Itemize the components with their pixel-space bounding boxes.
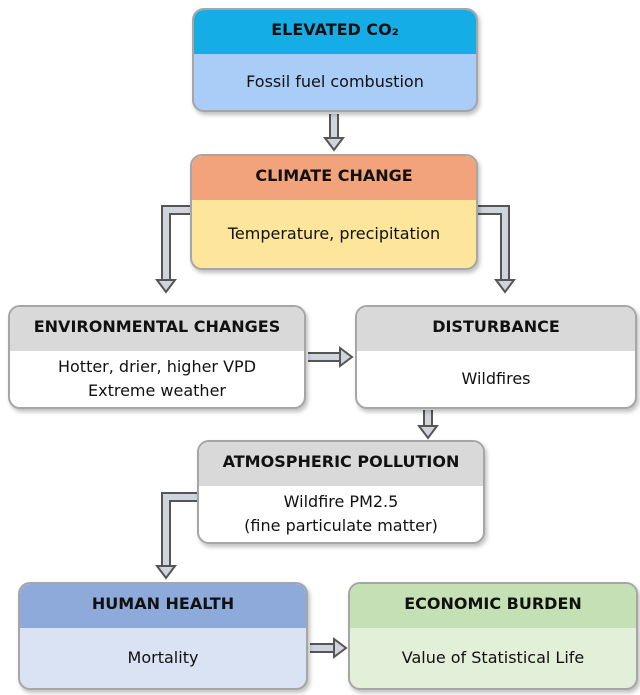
- node-title: ATMOSPHERIC POLLUTION: [199, 442, 483, 486]
- arrow: [323, 137, 345, 152]
- node-box: HUMAN HEALTH Mortality: [18, 582, 308, 690]
- node-body: Hotter, drier, higher VPD Extreme weather: [10, 351, 304, 407]
- node-box: ENVIRONMENTAL CHANGES Hotter, drier, high…: [8, 305, 306, 409]
- arrow: [478, 207, 508, 280]
- arrow: [417, 425, 439, 440]
- node-text: Wildfires: [461, 369, 531, 388]
- node-title: DISTURBANCE: [357, 307, 635, 351]
- node-box: ECONOMIC BURDEN Value of Statistical Life: [348, 582, 638, 690]
- arrow: [339, 346, 354, 368]
- node-title: HUMAN HEALTH: [20, 584, 306, 628]
- arrow: [333, 637, 348, 659]
- arrow: [478, 205, 510, 280]
- node-body: Temperature, precipitation: [192, 200, 476, 268]
- node-title: ELEVATED CO₂: [194, 10, 476, 54]
- node-body: Wildfire PM2.5 (fine particulate matter): [199, 486, 483, 542]
- node-text: (fine particulate matter): [244, 516, 438, 535]
- node-body: Fossil fuel combustion: [194, 54, 476, 110]
- node-box: DISTURBANCE Wildfires: [355, 305, 637, 409]
- arrow: [163, 494, 197, 566]
- node-text: Wildfire PM2.5: [283, 492, 399, 511]
- node-text: Extreme weather: [87, 381, 226, 400]
- node-title: ENVIRONMENTAL CHANGES: [10, 307, 304, 351]
- node-body: Mortality: [20, 628, 306, 688]
- node-body: Value of Statistical Life: [350, 628, 636, 688]
- node-title: CLIMATE CHANGE: [192, 156, 476, 200]
- arrow: [161, 492, 197, 566]
- node-text: Mortality: [127, 648, 199, 667]
- arrow: [494, 279, 516, 294]
- node-box: ELEVATED CO₂ Fossil fuel combustion: [192, 8, 478, 112]
- arrow: [163, 207, 190, 280]
- arrow: [155, 279, 177, 294]
- node-text: Fossil fuel combustion: [246, 72, 424, 91]
- node-title: ECONOMIC BURDEN: [350, 584, 636, 628]
- arrow: [155, 565, 177, 580]
- node-box: CLIMATE CHANGE Temperature, precipitation: [190, 154, 478, 270]
- node-text: Value of Statistical Life: [401, 648, 585, 667]
- node-box: ATMOSPHERIC POLLUTION Wildfire PM2.5 (fine…: [197, 440, 485, 544]
- node-body: Wildfires: [357, 351, 635, 407]
- arrow: [161, 205, 190, 280]
- node-text: Temperature, precipitation: [227, 224, 441, 243]
- node-text: Hotter, drier, higher VPD: [57, 357, 257, 376]
